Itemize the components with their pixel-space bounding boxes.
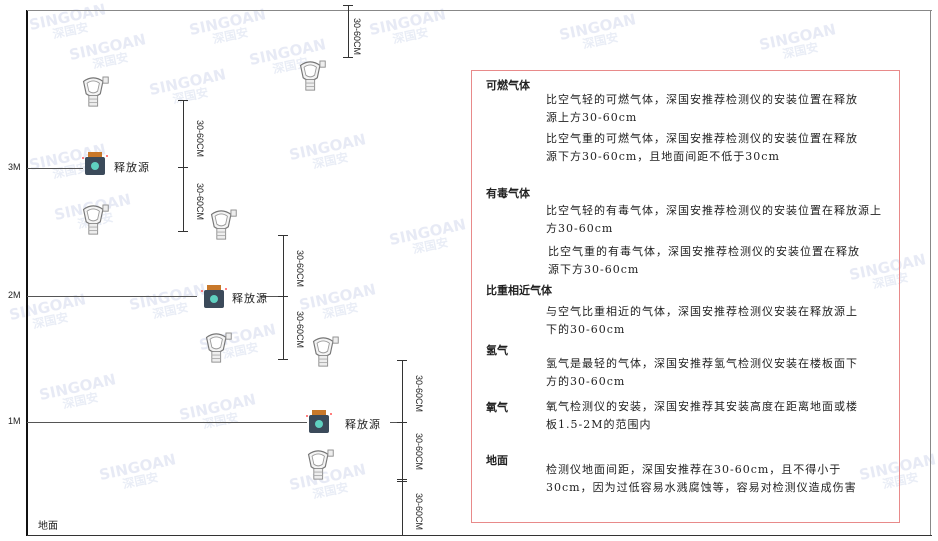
release-source-icon	[82, 152, 108, 175]
level-3m-label: 3M	[8, 162, 21, 172]
ground-text: 检测仪地面间距，深国安推荐在30-60cm，且不得小于30cm，因为过低容易水溅…	[546, 463, 857, 494]
combustible-light-text: 比空气轻的可燃气体，深国安推荐检测仪的安装位置在释放源上方30-60cm	[546, 93, 858, 124]
toxic-title: 有毒气体	[486, 187, 530, 200]
release-source-label: 释放源	[232, 292, 268, 305]
floor-label: 地面	[38, 521, 58, 532]
combustible-heavy-text: 比空气重的可燃气体，深国安推荐检测仪的安装位置在释放源下方30-60cm，且地面…	[546, 132, 858, 163]
dimension-line: 30-60CM 30-60CM 30-60CM	[397, 360, 424, 536]
detector-icon	[210, 209, 237, 240]
release-source-icon	[201, 285, 227, 308]
level-3m-line	[27, 168, 83, 169]
dimension-line: 30-60CM 30-60CM	[278, 235, 305, 360]
level-2m-line	[27, 296, 197, 297]
release-source-icon	[306, 410, 332, 433]
detector-icon	[205, 332, 232, 363]
toxic-heavy-text: 比空气重的有毒气体，深国安推荐检测仪的安装位置在释放源下方30-60cm	[548, 245, 860, 276]
oxygen-text: 氧气检测仪的安装，深国安推荐其安装高度在距离地面或楼板1.5-2M的范围内	[546, 400, 858, 431]
connector-line	[260, 296, 283, 297]
ground-title: 地面	[486, 454, 508, 467]
detector-icon	[82, 76, 109, 107]
detector-icon	[82, 204, 109, 235]
dimension-line: 30-60CM 30-60CM	[178, 100, 205, 232]
hydrogen-text: 氢气是最轻的气体，深国安推荐氢气检测仪安装在楼板面下方的30-60cm	[546, 357, 858, 388]
toxic-light-text: 比空气轻的有毒气体，深国安推荐检测仪的安装位置在释放源上方30-60cm	[546, 204, 882, 235]
floor-line	[27, 535, 932, 536]
right-wall-line	[930, 10, 931, 536]
similar-title: 比重相近气体	[486, 284, 552, 297]
dimension-line: 30-60CM	[343, 5, 362, 58]
release-source-label: 释放源	[345, 418, 381, 431]
detector-icon	[307, 449, 334, 480]
ceiling-line	[27, 10, 932, 11]
level-1m-line	[27, 422, 307, 423]
level-2m-label: 2M	[8, 290, 21, 300]
combustible-title: 可燃气体	[486, 79, 530, 92]
connector-line	[390, 422, 400, 423]
release-source-label: 释放源	[114, 161, 150, 174]
level-1m-label: 1M	[8, 416, 21, 426]
detector-icon	[312, 336, 339, 367]
similar-text: 与空气比重相近的气体，深国安推荐检测仪安装在释放源上下的30-60cm	[546, 305, 858, 336]
hydrogen-title: 氢气	[486, 344, 508, 357]
notes-panel: 可燃气体 比空气轻的可燃气体，深国安推荐检测仪的安装位置在释放源上方30-60c…	[471, 70, 900, 523]
wall-line	[26, 10, 28, 536]
oxygen-title: 氧气	[486, 401, 508, 414]
detector-icon	[299, 60, 326, 91]
